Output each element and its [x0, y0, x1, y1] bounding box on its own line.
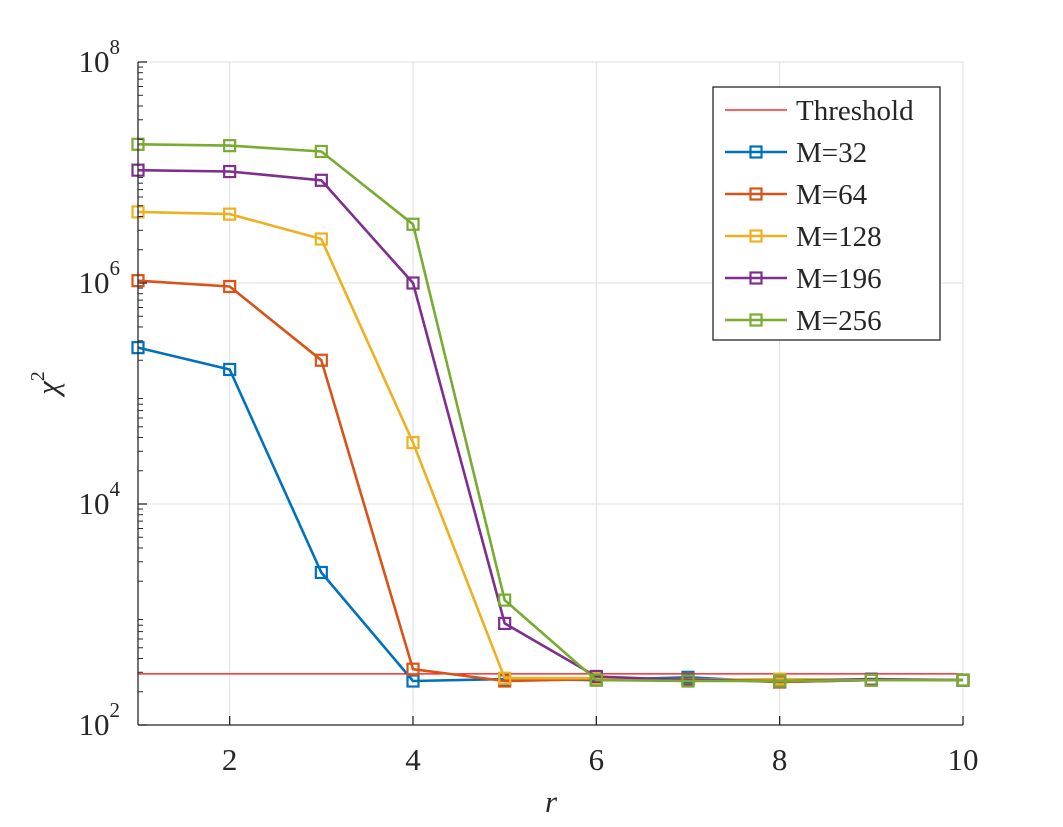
- data-point: [314, 353, 328, 367]
- legend-marker: [749, 187, 763, 201]
- y-tick-exponent: 4: [110, 477, 121, 501]
- legend-entry: M=196: [725, 263, 882, 295]
- legend-entry: M=64: [725, 179, 868, 211]
- data-point: [223, 362, 237, 377]
- series-layer: [131, 137, 970, 689]
- series-line: [137, 143, 963, 683]
- x-tick-label: 10: [948, 742, 979, 777]
- data-point: [314, 144, 328, 159]
- data-point: [223, 164, 237, 179]
- legend-marker: [749, 145, 763, 159]
- legend-entry: M=32: [725, 137, 867, 169]
- legend-label: Threshold: [796, 95, 914, 127]
- data-point: [498, 616, 512, 631]
- y-axis-label: χ2: [27, 371, 65, 398]
- data-point: [223, 139, 237, 153]
- legend-label: M=32: [796, 137, 867, 169]
- data-point: [314, 565, 328, 580]
- data-point: [498, 671, 512, 685]
- data-point: [864, 673, 878, 687]
- y-tick-exponent: 6: [110, 256, 121, 280]
- data-point: [223, 207, 237, 221]
- legend-entry: M=256: [725, 305, 882, 337]
- legend-label: M=64: [796, 179, 868, 211]
- legend-marker: [749, 229, 763, 243]
- legend-label: M=256: [796, 305, 882, 337]
- data-point: [223, 279, 237, 294]
- data-point: [406, 217, 420, 231]
- legend: Threshold M=32 M=64 M=128 M=196 M=256: [712, 86, 941, 341]
- legend-box: [712, 86, 941, 341]
- y-tick-exponent: 2: [110, 698, 121, 722]
- x-tick-label: 2: [222, 742, 238, 777]
- data-point: [589, 673, 603, 687]
- data-point: [406, 435, 420, 450]
- x-tick-label: 8: [772, 742, 788, 777]
- data-point: [314, 232, 328, 246]
- y-tick-label: 108: [79, 35, 121, 79]
- legend-entry: M=128: [725, 221, 882, 253]
- data-point: [314, 173, 328, 187]
- y-axis-label-exponent: 2: [27, 371, 49, 381]
- legend-label: M=196: [796, 263, 882, 295]
- data-point: [956, 673, 970, 687]
- data-point: [773, 674, 787, 688]
- y-tick-label: 104: [79, 477, 121, 521]
- y-tick-label: 102: [79, 698, 121, 742]
- data-point: [498, 593, 512, 607]
- y-tick-exponent: 8: [110, 35, 121, 59]
- legend-marker: [749, 313, 763, 327]
- x-tick-label: 4: [405, 742, 421, 777]
- data-point: [406, 276, 420, 290]
- legend-marker: [749, 271, 763, 285]
- y-tick-label: 106: [79, 256, 121, 300]
- x-axis-label: r: [545, 784, 558, 819]
- x-tick-label: 6: [589, 742, 605, 777]
- data-point: [681, 674, 695, 688]
- data-point: [406, 662, 420, 676]
- legend-label: M=128: [796, 221, 882, 253]
- legend-entry: Threshold: [725, 95, 914, 127]
